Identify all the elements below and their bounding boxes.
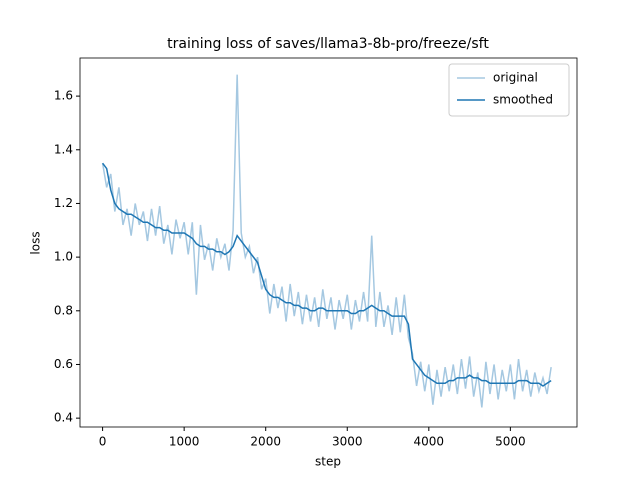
plot-frame: [79, 57, 578, 428]
y-tick-label: 0.4: [54, 411, 73, 425]
y-tick-label: 1.2: [54, 196, 73, 210]
chart-title: training loss of saves/llama3-8b-pro/fre…: [167, 36, 489, 52]
y-tick-label: 0.6: [54, 357, 73, 371]
y-tick-label: 1.4: [54, 142, 73, 156]
x-tick-label: 0: [99, 435, 107, 449]
y-axis-label: loss: [29, 231, 43, 254]
legend-box: [448, 63, 570, 117]
y-tick-label: 0.8: [54, 303, 73, 317]
y-tick-label: 1.0: [54, 250, 73, 264]
x-tick-label: 5000: [495, 435, 526, 449]
x-axis-label: step: [315, 455, 341, 469]
y-tick-label: 1.6: [54, 89, 73, 103]
legend-label: original: [493, 71, 538, 85]
line-series: [101, 162, 552, 387]
x-tick-label: 2000: [250, 435, 281, 449]
line-series: [101, 74, 552, 408]
x-tick-label: 4000: [414, 435, 445, 449]
x-tick-label: 3000: [332, 435, 363, 449]
x-tick-label: 1000: [169, 435, 200, 449]
legend-label: smoothed: [493, 93, 553, 107]
